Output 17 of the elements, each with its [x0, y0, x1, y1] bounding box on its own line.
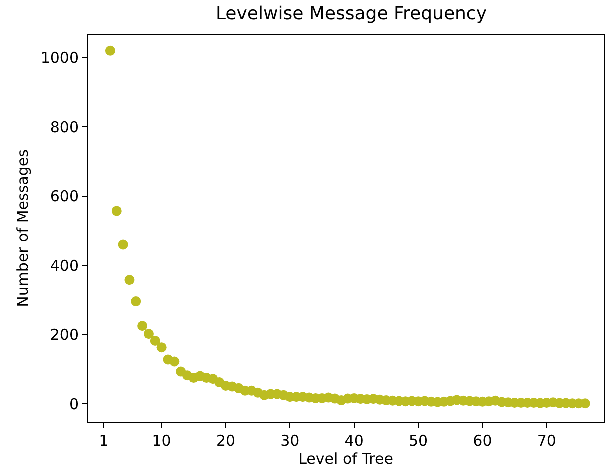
x-tick-label: 60	[473, 432, 492, 450]
x-tick-label: 50	[408, 432, 428, 450]
x-tick-label: 30	[280, 432, 300, 450]
x-tick-label: 20	[216, 432, 236, 450]
x-tick-label: 40	[344, 432, 364, 450]
y-tick-label: 600	[50, 188, 79, 206]
y-tick-label: 0	[69, 395, 79, 414]
y-tick-label: 400	[50, 256, 79, 275]
y-tick-label: 800	[50, 118, 79, 136]
y-tick-label: 1000	[40, 49, 79, 68]
x-axis-title: Level of Tree	[298, 450, 394, 468]
y-axis-title: Number of Messages	[14, 149, 32, 308]
x-tick-label: 10	[152, 432, 172, 450]
y-tick-label: 200	[50, 326, 79, 344]
x-tick-label: 70	[537, 432, 556, 450]
chart-title: Levelwise Message Frequency	[216, 4, 488, 25]
x-tick-label: 1	[99, 432, 109, 450]
